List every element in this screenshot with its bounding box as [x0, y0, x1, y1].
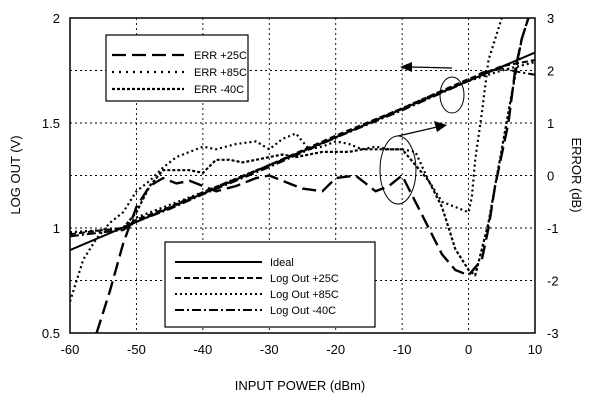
- y-tick-label: 1.5: [42, 116, 60, 131]
- y2-tick-label: -3: [547, 326, 559, 341]
- x-tick-label: -20: [326, 342, 345, 357]
- annotation-arrow-left-line: [409, 66, 453, 69]
- legend-logout-box: [164, 241, 376, 328]
- annotation-ellipse-logout: [439, 76, 465, 114]
- series-err-85c: [70, 18, 503, 302]
- y2-tick-label: -2: [547, 274, 559, 289]
- legend-label-logout-85: Log Out +85C: [270, 289, 339, 301]
- annotations: [379, 62, 465, 205]
- annotation-arrow-left-head: [400, 62, 412, 72]
- y2-tick-label: -1: [547, 221, 559, 236]
- series-err-40c: [122, 18, 530, 277]
- legend-label-logout-25: Log Out +25C: [270, 273, 339, 285]
- x-tick-label: 10: [528, 342, 542, 357]
- series-err-25c: [95, 18, 530, 333]
- y2-tick-label: 0: [547, 169, 554, 184]
- legend-label-err-40: ERR -40C: [194, 84, 244, 96]
- series-log-out-25c: [70, 59, 535, 236]
- x-tick-label: -10: [393, 342, 412, 357]
- x-axis-title: INPUT POWER (dBm): [235, 378, 366, 393]
- annotation-ellipse-error: [379, 135, 417, 205]
- legend-label-err-85: ERR +85C: [194, 67, 247, 79]
- x-tick-label: -50: [127, 342, 146, 357]
- series-log-out-40c: [70, 67, 535, 238]
- annotation-arrow-right-line: [397, 126, 438, 137]
- series-layer: [70, 18, 535, 333]
- y-tick-label: 1: [53, 221, 60, 236]
- legend-label-err-25: ERR +25C: [194, 50, 247, 62]
- y2-tick-label: 1: [547, 116, 554, 131]
- x-tick-label: -30: [260, 342, 279, 357]
- y-tick-label: 0.5: [42, 326, 60, 341]
- y-axis-title: LOG OUT (V): [8, 135, 23, 214]
- y-tick-label: 2: [53, 11, 60, 26]
- legend-error: ERR +25C ERR +85C ERR -40C: [105, 34, 249, 102]
- legend-label-ideal: Ideal: [270, 257, 294, 269]
- x-tick-label: -60: [61, 342, 80, 357]
- y2-axis-title: ERROR (dB): [569, 137, 584, 212]
- y2-tick-label: 3: [547, 11, 554, 26]
- x-tick-label: -40: [193, 342, 212, 357]
- y2-tick-label: 2: [547, 64, 554, 79]
- legend-logout: Ideal Log Out +25C Log Out +85C Log Out …: [164, 241, 376, 328]
- plot-frame: [69, 17, 536, 334]
- legend-label-logout-40: Log Out -40C: [270, 305, 336, 317]
- x-tick-label: 0: [465, 342, 472, 357]
- annotation-arrow-right-head: [434, 121, 447, 132]
